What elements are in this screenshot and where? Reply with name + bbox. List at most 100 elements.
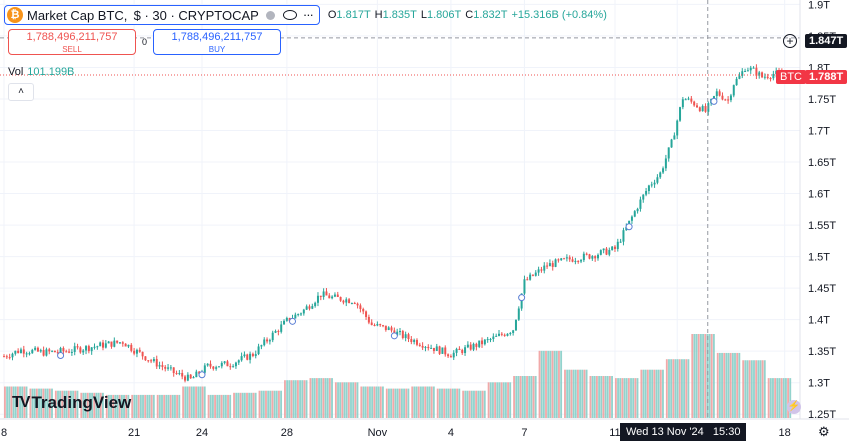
volume-bar: [479, 390, 482, 418]
buy-button[interactable]: 1,788,496,211,757 BUY: [153, 29, 282, 55]
time-tick-label: 4: [448, 427, 454, 439]
volume-bar: [742, 360, 745, 418]
volume-bar: [107, 394, 110, 418]
eye-icon[interactable]: [282, 10, 297, 20]
candle-body: [526, 279, 529, 281]
volume-bar: [716, 352, 719, 418]
volume-bar: [222, 394, 225, 418]
candle-body: [659, 172, 662, 178]
tradingview-wordmark: TradingView: [31, 393, 132, 412]
candle-body: [489, 339, 492, 341]
candle-body: [102, 342, 104, 348]
candle-body: [294, 314, 297, 319]
volume-bar: [375, 386, 378, 418]
volume-bar: [753, 360, 755, 418]
volume-bar: [755, 360, 758, 418]
volume-bar: [396, 388, 399, 418]
volume-bar: [748, 360, 751, 418]
volume-bar: [470, 390, 473, 418]
volume-bar: [133, 394, 136, 418]
more-dots-icon[interactable]: ···: [302, 7, 314, 22]
volume-bar: [8, 386, 11, 418]
candle-body: [104, 343, 107, 348]
time-tick-label: 21: [128, 427, 140, 439]
volume-bar: [761, 360, 764, 418]
volume-bar: [606, 376, 609, 418]
volume-bar: [789, 378, 792, 418]
volume-bar: [632, 378, 635, 418]
candle-body: [283, 320, 286, 325]
candle-body: [93, 346, 96, 348]
volume-bar: [691, 334, 694, 418]
candle-body: [223, 361, 226, 363]
candle-body: [133, 350, 136, 354]
flash-icon[interactable]: ⚡: [787, 400, 801, 414]
candle-body: [333, 294, 336, 297]
volume-bar: [630, 378, 632, 418]
volume-bar: [504, 382, 507, 418]
volume-bar: [551, 350, 554, 418]
price-tick-label: 1.65T: [808, 157, 836, 169]
candle-body: [68, 351, 71, 353]
collapse-legend-button[interactable]: ˄: [8, 83, 34, 101]
volume-bar: [627, 378, 630, 418]
volume-bar: [178, 394, 181, 418]
candle-body: [367, 316, 370, 323]
symbol-title[interactable]: Market Cap BTC, $ · 30 · CRYPTOCAP: [27, 7, 259, 23]
volume-bar: [209, 394, 212, 418]
volume-bar: [468, 390, 471, 418]
volume-bar: [672, 359, 675, 418]
volume-bar: [385, 388, 388, 418]
volume-bar: [82, 392, 85, 418]
volume-bar: [392, 388, 395, 418]
volume-bar: [655, 369, 658, 418]
volume-bar: [216, 394, 219, 418]
candle-body: [537, 269, 540, 273]
candle-body: [322, 291, 325, 297]
sell-button[interactable]: 1,788,496,211,757 SELL: [8, 29, 136, 55]
volume-bar: [97, 392, 100, 418]
volume-bar: [369, 386, 371, 418]
volume-bar: [681, 359, 683, 418]
volume-bar: [778, 378, 781, 418]
crosshair-time-tag: Wed 13 Nov '24 15:30: [620, 423, 747, 441]
symbol-selector[interactable]: ₿ Market Cap BTC, $ · 30 · CRYPTOCAP ···: [4, 5, 320, 25]
candle-body: [407, 334, 410, 340]
gear-icon[interactable]: ⚙: [818, 424, 830, 439]
volume-bar: [146, 394, 149, 418]
candle-body: [113, 340, 116, 347]
candle-body: [186, 374, 189, 381]
volume-bar: [235, 392, 238, 418]
volume-bar: [579, 369, 582, 418]
volume-bar: [636, 378, 639, 418]
volume-bar: [757, 360, 760, 418]
tradingview-logo[interactable]: TV TradingView: [12, 393, 131, 413]
volume-bar: [184, 386, 187, 418]
volume-bar: [738, 352, 741, 418]
candle-body: [701, 106, 704, 112]
volume-bar: [526, 376, 528, 418]
volume-bar: [207, 394, 210, 418]
candle-body: [342, 300, 345, 303]
volume-bar: [350, 382, 352, 418]
volume-bar: [269, 390, 272, 418]
candle-body: [209, 363, 212, 367]
volume-bar: [598, 376, 601, 418]
candle-body: [11, 353, 14, 358]
volume-bar: [163, 394, 166, 418]
volume-bar: [303, 380, 306, 418]
volume-bar: [278, 390, 280, 418]
symbol-header: ₿ Market Cap BTC, $ · 30 · CRYPTOCAP ···…: [4, 4, 607, 26]
volume-bar: [702, 334, 705, 418]
volume-bar: [174, 394, 176, 418]
volume-bar: [12, 386, 15, 418]
volume-bar: [101, 392, 104, 418]
candle-body: [509, 332, 512, 334]
candle-body: [14, 350, 17, 354]
add-price-alert-icon[interactable]: +: [783, 34, 797, 48]
price-tick-label: 1.75T: [808, 94, 836, 106]
candle-body: [506, 333, 509, 336]
volume-bar: [657, 369, 660, 418]
volume-bar: [706, 334, 709, 418]
